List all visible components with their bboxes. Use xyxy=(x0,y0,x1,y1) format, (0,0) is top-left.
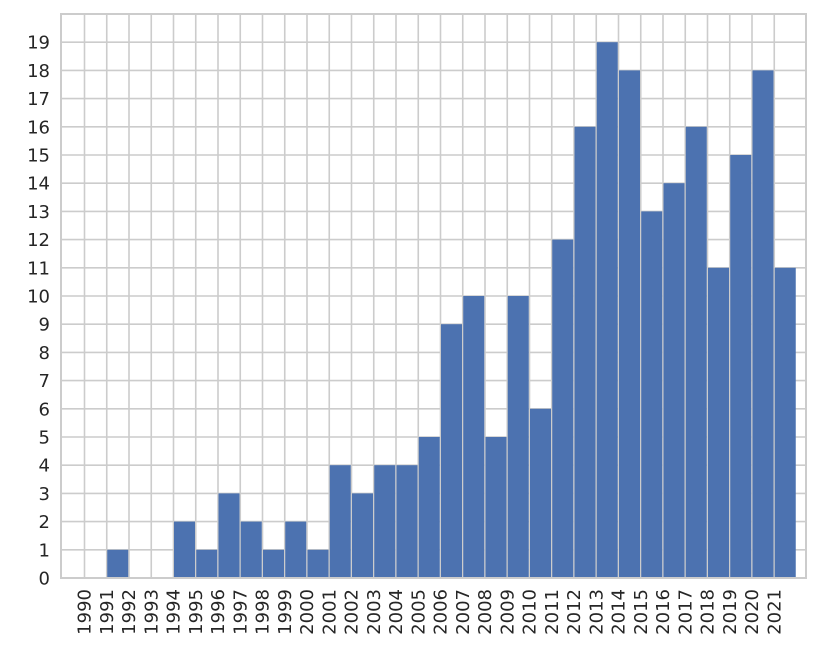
bar-1991 xyxy=(107,549,129,578)
x-tick-label: 2012 xyxy=(564,589,585,635)
x-tick-label: 2000 xyxy=(297,589,318,635)
y-tick-label: 5 xyxy=(39,428,50,449)
bar-1997 xyxy=(240,521,262,578)
y-tick-label: 18 xyxy=(27,61,50,82)
y-tick-label: 19 xyxy=(27,33,50,54)
x-tick-labels: 1990 1991 1992 1993 1994 1995 1996 1997 1998 1999… xyxy=(75,589,786,635)
x-tick-label: 1998 xyxy=(253,589,274,635)
y-tick-label: 17 xyxy=(27,89,50,110)
bar-1995 xyxy=(196,549,218,578)
x-tick-label: 2010 xyxy=(520,589,541,635)
bar-2016 xyxy=(663,183,685,578)
x-tick-label: 2009 xyxy=(497,589,518,635)
x-tick-label: 2005 xyxy=(408,589,429,635)
x-tick-label: 1999 xyxy=(275,589,296,635)
y-tick-label: 3 xyxy=(39,484,50,505)
y-tick-label: 11 xyxy=(27,258,50,279)
bar-2002 xyxy=(352,493,373,578)
x-tick-label: 1990 xyxy=(75,589,96,635)
bar-2020 xyxy=(752,70,774,579)
x-tick-label: 1992 xyxy=(119,589,140,635)
y-tick-label: 0 xyxy=(39,569,50,590)
y-tick-label: 1 xyxy=(39,540,50,561)
x-tick-label: 1995 xyxy=(186,589,207,635)
bar-2017 xyxy=(685,126,707,579)
x-tick-label: 2021 xyxy=(764,589,785,635)
x-tick-label: 2017 xyxy=(675,589,696,635)
y-tick-label: 10 xyxy=(27,287,50,308)
x-tick-label: 2007 xyxy=(453,589,474,635)
x-tick-label: 1993 xyxy=(141,589,162,635)
y-tick-label: 14 xyxy=(27,174,50,195)
y-tick-label: 4 xyxy=(39,456,50,477)
x-tick-label: 2002 xyxy=(342,589,363,635)
x-tick-label: 1996 xyxy=(208,589,229,635)
y-tick-label: 13 xyxy=(27,202,50,223)
bar-2012 xyxy=(574,126,596,579)
x-tick-label: 2014 xyxy=(609,589,630,635)
plot-frame xyxy=(60,13,807,579)
x-tick-label: 2003 xyxy=(364,589,385,635)
x-tick-label: 1991 xyxy=(97,589,118,635)
y-tick-label: 9 xyxy=(39,315,50,336)
x-tick-label: 2019 xyxy=(720,589,741,635)
x-tick-label: 2013 xyxy=(586,589,607,635)
bar-2000 xyxy=(307,549,329,578)
bar-2021 xyxy=(774,267,796,578)
x-tick-label: 2016 xyxy=(653,589,674,635)
x-tick-label: 2020 xyxy=(742,589,763,635)
bar-2006 xyxy=(441,324,462,578)
bar-2013 xyxy=(596,42,618,578)
bar-2014 xyxy=(619,70,640,579)
bar-2009 xyxy=(507,296,529,578)
y-tick-label: 8 xyxy=(39,343,50,364)
bar-2003 xyxy=(374,465,396,578)
x-tick-label: 2008 xyxy=(475,589,496,635)
bar-2019 xyxy=(730,155,752,578)
bar-1994 xyxy=(174,521,195,578)
y-tick-label: 16 xyxy=(27,117,50,138)
bar-2007 xyxy=(463,296,485,578)
x-tick-label: 1994 xyxy=(164,589,185,635)
bar-2018 xyxy=(708,267,729,578)
y-tick-label: 6 xyxy=(39,399,50,420)
bar-1999 xyxy=(285,521,307,578)
bar-1998 xyxy=(263,549,284,578)
bar-1996 xyxy=(218,493,240,578)
x-tick-label: 1997 xyxy=(230,589,251,635)
x-tick-label: 2006 xyxy=(431,589,452,635)
x-tick-label: 2011 xyxy=(542,589,563,635)
bar-2011 xyxy=(552,239,574,578)
x-tick-label: 2018 xyxy=(698,589,719,635)
bar-2015 xyxy=(641,211,663,578)
x-tick-label: 2004 xyxy=(386,589,407,635)
x-tick-label: 2001 xyxy=(319,589,340,635)
bar-2008 xyxy=(485,437,507,578)
bar-2001 xyxy=(329,465,351,578)
y-tick-label: 12 xyxy=(27,230,50,251)
bars xyxy=(107,42,796,579)
bar-2010 xyxy=(530,408,551,578)
y-tick-label: 7 xyxy=(39,371,50,392)
y-tick-label: 15 xyxy=(27,146,50,167)
bar-2005 xyxy=(418,437,440,578)
x-tick-label: 2015 xyxy=(631,589,652,635)
y-tick-label: 2 xyxy=(39,512,50,533)
bar-2004 xyxy=(396,465,418,578)
